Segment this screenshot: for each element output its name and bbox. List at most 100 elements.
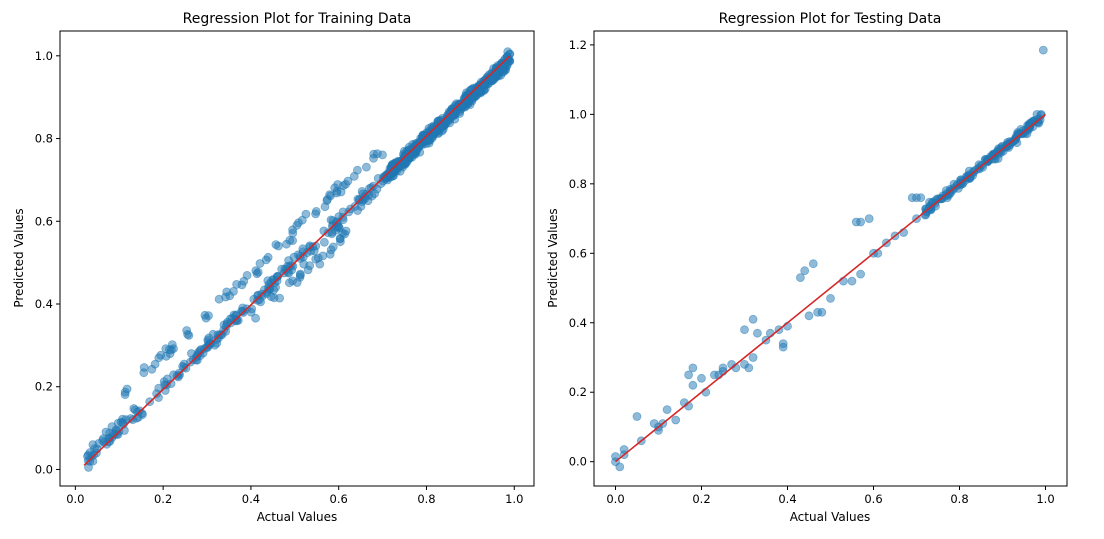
training-data-point — [305, 241, 315, 251]
training-data-point — [474, 86, 484, 96]
testing-data-point — [864, 214, 874, 224]
training-data-point — [499, 67, 509, 76]
training-data-point — [246, 307, 256, 317]
training-data-point — [261, 255, 271, 265]
training-data-point — [273, 241, 283, 251]
training-data-point — [318, 251, 328, 261]
testing-y-axis-label: Predicted Values — [546, 208, 560, 307]
training-data-point — [319, 237, 329, 247]
testing-y-tick-label: 0.8 — [569, 177, 587, 191]
training-data-point — [88, 456, 98, 466]
training-data-point — [288, 225, 298, 235]
testing-y-tick-label: 1.0 — [569, 107, 587, 121]
testing-x-axis-label: Actual Values — [790, 510, 871, 524]
training-data-point — [285, 235, 295, 245]
training-x-tick-label: 0.4 — [242, 492, 260, 506]
training-data-point — [292, 278, 302, 287]
training-data-point — [133, 412, 143, 422]
training-data-point — [341, 179, 351, 189]
testing-data-point — [740, 325, 749, 335]
testing-data-point — [847, 276, 857, 286]
testing-x-tick-label: 0.6 — [864, 492, 882, 506]
training-data-point — [147, 364, 157, 374]
training-data-point — [297, 215, 307, 225]
testing-y-tick-label: 0.6 — [569, 246, 587, 260]
testing-x-tick-label: 0.2 — [692, 492, 710, 506]
testing-data-point — [615, 462, 625, 472]
training-data-point — [296, 253, 305, 263]
training-data-point — [369, 153, 378, 163]
training-x-tick-label: 0.8 — [417, 492, 435, 506]
testing-data-point — [856, 269, 865, 279]
training-x-tick-label: 0.0 — [66, 492, 84, 506]
testing-data-point — [688, 363, 698, 373]
training-data-point — [269, 293, 279, 303]
training-data-point — [393, 156, 403, 166]
testing-data-point — [916, 193, 926, 203]
training-data-point — [84, 462, 93, 472]
testing-fit-line — [614, 113, 1047, 463]
testing-data-point — [1038, 45, 1048, 55]
testing-data-point — [800, 266, 810, 276]
testing-data-point — [817, 307, 827, 317]
training-data-point — [167, 340, 177, 350]
training-data-point — [405, 152, 415, 162]
testing-x-ticks: 0.0 0.2 0.4 0.6 0.8 1.0 — [606, 486, 1055, 506]
training-y-tick-label: 0.4 — [35, 297, 53, 311]
testing-points — [611, 45, 1048, 472]
training-y-axis-label: Predicted Values — [12, 208, 26, 307]
testing-regression-plot: Regression Plot for Testing Data 0.0 0.2 0… — [546, 11, 1068, 524]
training-data-point — [505, 49, 515, 59]
training-data-point — [88, 440, 98, 450]
testing-data-point — [671, 415, 681, 425]
training-x-axis-label: Actual Values — [257, 510, 338, 524]
training-data-point — [325, 249, 335, 259]
testing-x-tick-label: 1.0 — [1036, 492, 1054, 506]
training-x-tick-label: 0.2 — [154, 492, 172, 506]
training-data-point — [284, 278, 294, 288]
training-data-point — [201, 313, 211, 323]
training-data-point — [154, 353, 164, 363]
training-y-tick-label: 0.0 — [35, 462, 53, 476]
testing-data-point — [611, 452, 620, 461]
training-y-tick-label: 1.0 — [35, 49, 53, 63]
testing-data-point — [662, 405, 672, 415]
training-data-point — [450, 114, 460, 124]
testing-y-tick-label: 1.2 — [569, 38, 587, 52]
training-data-point — [305, 261, 315, 271]
training-data-point — [404, 142, 414, 152]
training-fit-line — [83, 55, 511, 466]
training-data-point — [357, 186, 367, 196]
testing-data-point — [697, 373, 706, 383]
training-data-point — [361, 162, 371, 172]
testing-data-point — [744, 363, 754, 373]
testing-data-point — [804, 311, 814, 321]
training-data-point — [222, 287, 232, 297]
training-data-point — [315, 259, 325, 269]
testing-y-tick-label: 0.4 — [569, 316, 587, 330]
training-data-point — [161, 351, 171, 361]
training-data-point — [237, 280, 247, 290]
testing-data-point — [856, 217, 865, 227]
training-x-ticks: 0.0 0.2 0.4 0.6 0.8 1.0 — [66, 486, 523, 506]
training-data-point — [139, 368, 149, 378]
testing-data-point — [748, 353, 758, 362]
training-y-tick-label: 0.8 — [35, 132, 53, 146]
training-data-point — [272, 276, 282, 286]
training-data-point — [320, 202, 330, 212]
testing-data-point — [808, 259, 818, 269]
testing-data-point — [748, 314, 758, 324]
training-axes-frame — [59, 30, 535, 487]
training-data-point — [420, 130, 430, 140]
training-y-tick-label: 0.2 — [35, 380, 53, 394]
training-data-point — [295, 270, 305, 280]
testing-data-point — [688, 380, 698, 390]
testing-plot-title: Regression Plot for Testing Data — [719, 11, 942, 27]
training-data-point — [222, 317, 232, 327]
training-data-point — [122, 384, 132, 394]
training-data-point — [182, 326, 192, 335]
training-data-point — [253, 267, 263, 277]
testing-axes-frame — [593, 30, 1068, 487]
testing-y-tick-label: 0.0 — [569, 455, 587, 469]
